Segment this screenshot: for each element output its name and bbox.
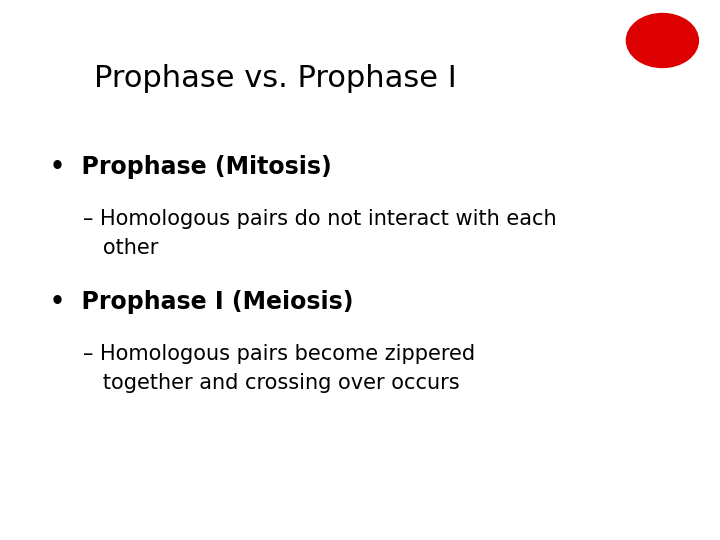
Circle shape xyxy=(626,14,698,68)
Text: Prophase vs. Prophase I: Prophase vs. Prophase I xyxy=(94,64,456,93)
Text: •  Prophase (Mitosis): • Prophase (Mitosis) xyxy=(50,156,332,179)
Text: – Homologous pairs become zippered: – Homologous pairs become zippered xyxy=(83,343,475,364)
Text: •  Prophase I (Meiosis): • Prophase I (Meiosis) xyxy=(50,291,354,314)
Text: together and crossing over occurs: together and crossing over occurs xyxy=(83,373,459,394)
Text: – Homologous pairs do not interact with each: – Homologous pairs do not interact with … xyxy=(83,208,557,229)
Text: other: other xyxy=(83,238,158,259)
